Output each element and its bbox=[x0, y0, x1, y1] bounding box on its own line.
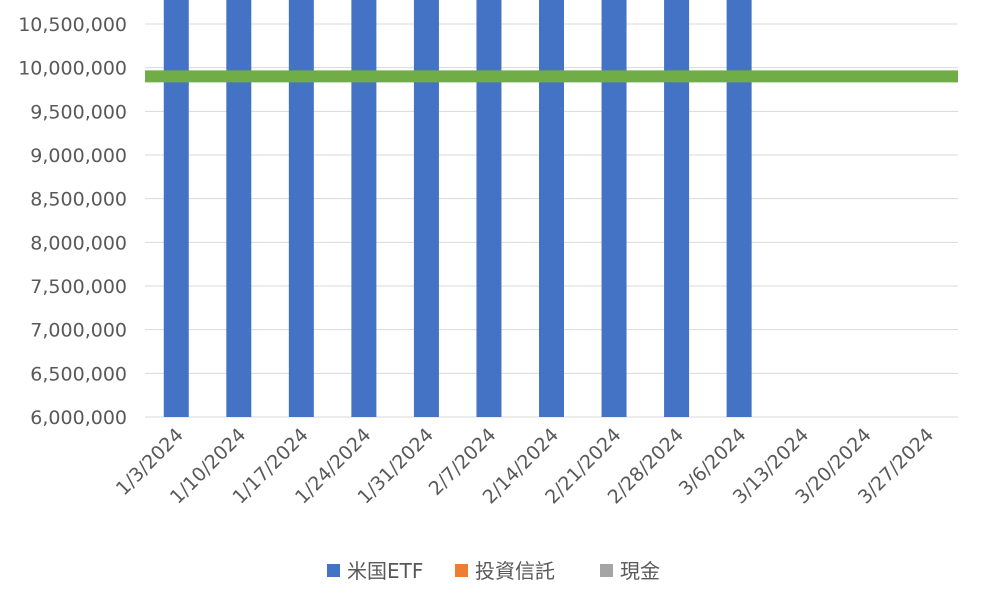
y-axis-tick-labels: 6,000,000 6,500,000 7,000,000 7,500,000 8,00… bbox=[18, 14, 127, 429]
legend-swatch bbox=[455, 564, 468, 577]
y-tick-label: 6,000,000 bbox=[30, 407, 127, 429]
legend-label: 現金 bbox=[620, 559, 660, 583]
bar-segment-series-0 bbox=[476, 0, 502, 417]
y-tick-label: 6,500,000 bbox=[30, 363, 127, 385]
y-tick-label: 8,500,000 bbox=[30, 189, 127, 211]
bars bbox=[163, 0, 752, 418]
y-tick-label: 10,000,000 bbox=[18, 58, 127, 80]
y-tick-label: 7,500,000 bbox=[30, 276, 127, 298]
legend-swatch bbox=[600, 564, 613, 577]
bar-segment-series-0 bbox=[726, 0, 752, 417]
bar-segment-series-0 bbox=[226, 0, 252, 417]
legend-label: 投資信託 bbox=[475, 559, 555, 583]
bar-segment-series-0 bbox=[601, 0, 627, 418]
y-tick-label: 9,000,000 bbox=[30, 145, 127, 167]
x-axis-tick-labels: 1/3/20241/10/20241/17/20241/24/20241/31/… bbox=[112, 424, 938, 508]
bar-segment-series-0 bbox=[163, 0, 189, 418]
y-tick-label: 9,500,000 bbox=[30, 101, 127, 123]
y-tick-label: 7,000,000 bbox=[30, 320, 127, 342]
legend-swatch bbox=[327, 564, 340, 577]
bar-segment-series-0 bbox=[664, 0, 690, 417]
bar-segment-series-0 bbox=[413, 0, 439, 417]
bar-segment-series-0 bbox=[288, 0, 314, 417]
bar-segment-series-0 bbox=[539, 0, 564, 417]
y-tick-label: 8,000,000 bbox=[30, 232, 127, 254]
y-tick-label: 10,500,000 bbox=[18, 14, 127, 36]
bar-segment-series-0 bbox=[351, 0, 377, 418]
legend-label: 米国ETF bbox=[347, 559, 423, 583]
legend: 米国ETF 投資信託 現金 bbox=[327, 559, 660, 583]
